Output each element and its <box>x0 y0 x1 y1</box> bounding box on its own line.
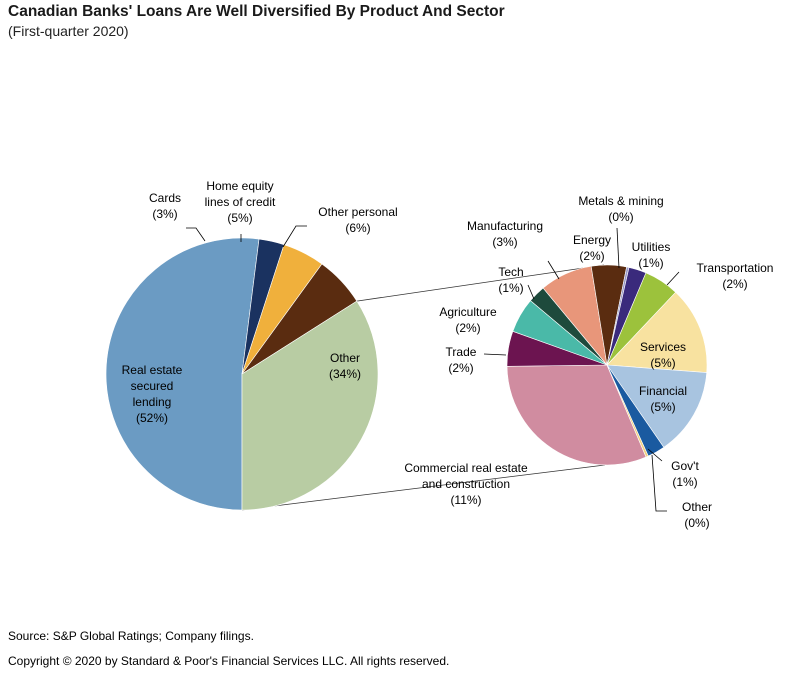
tech-leader <box>527 284 535 300</box>
slice-sector-financial <box>606 364 708 448</box>
main-real-estate-secured-lending-label: Real estate secured lending (52%) <box>122 363 183 425</box>
source-note: Source: S&P Global Ratings; Company fili… <box>8 629 254 643</box>
other-sector-leader <box>651 454 667 512</box>
transportation-leader <box>666 271 680 286</box>
connector-bottom <box>241 464 606 511</box>
sector-trade-label: Trade (2%) <box>446 345 477 375</box>
connector-lines <box>241 264 606 511</box>
cards-leader <box>186 227 206 242</box>
trade-leader <box>483 353 507 356</box>
sector-tech-label: Tech (1%) <box>498 265 523 295</box>
sector-transportation-label: Transportation (2%) <box>697 261 774 291</box>
slice-sector-commercial-real-estate-and-construction <box>506 364 647 466</box>
slice-sector-services <box>606 291 708 373</box>
chart-title: Canadian Banks' Loans Are Well Diversifi… <box>8 3 505 20</box>
sector-metals-and-mining-label: Metals & mining (0%) <box>578 194 663 224</box>
manufacturing-leader <box>547 260 560 280</box>
chart-subtitle: (First-quarter 2020) <box>8 23 129 39</box>
sector-gov-t-label: Gov't (1%) <box>671 459 699 489</box>
slice-labels: Real estate secured lending (52%) Cards (3%) H… <box>122 179 774 530</box>
main-other-label: Other (34%) <box>329 351 361 381</box>
slice-real-estate-secured-lending <box>105 237 260 511</box>
main-home-equity-lines-of-credit-label: Home equity lines of credit (5%) <box>205 179 276 225</box>
sector-manufacturing-label: Manufacturing (3%) <box>467 219 543 249</box>
sector-utilities-label: Utilities (1%) <box>632 240 671 270</box>
slice-sector-other <box>606 364 649 458</box>
sector-services-label: Services (5%) <box>640 340 686 370</box>
govt-leader <box>647 448 663 462</box>
main-other-personal-label: Other personal (6%) <box>318 205 397 235</box>
copyright-note: Copyright © 2020 by Standard & Poor's Fi… <box>8 654 450 668</box>
sector-energy-label: Energy (2%) <box>573 233 611 263</box>
main-cards-label: Cards (3%) <box>149 191 181 221</box>
slice-other <box>241 300 379 511</box>
metals-mining-leader <box>616 227 620 269</box>
other-personal-leader <box>282 225 307 248</box>
connector-top <box>356 264 605 302</box>
sector-other-label: Other (0%) <box>682 500 712 530</box>
sector-agriculture-label: Agriculture (2%) <box>439 305 497 335</box>
sector-commercial-real-estate-and-construction-label: Commercial real estate and construction (1… <box>404 461 528 507</box>
main-pie <box>105 237 379 511</box>
leader-lines <box>186 225 680 512</box>
sector-pie <box>506 264 708 466</box>
sector-financial-label: Financial (5%) <box>639 384 687 414</box>
